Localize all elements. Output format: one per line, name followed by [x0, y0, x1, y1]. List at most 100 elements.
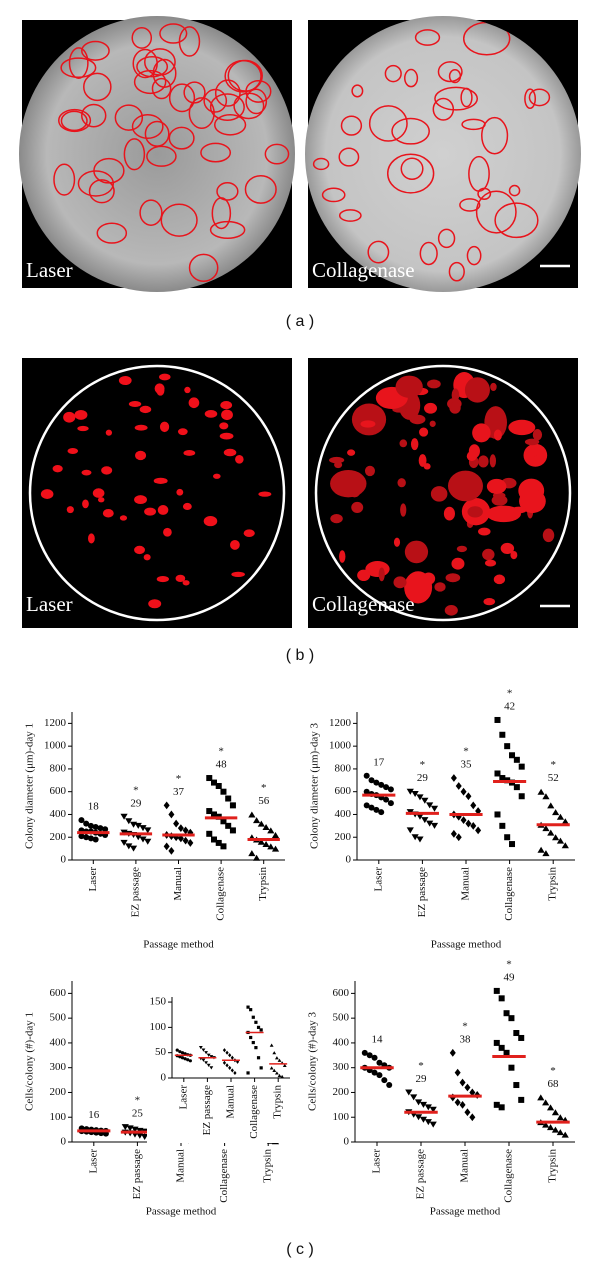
- data-point: [277, 1058, 282, 1062]
- stained-colony: [182, 502, 192, 510]
- colony-outline: [494, 202, 539, 239]
- data-point: [454, 1098, 461, 1107]
- data-point: [125, 818, 133, 825]
- data-point: [277, 1073, 282, 1078]
- data-point: [386, 1082, 393, 1089]
- data-point: [551, 1126, 560, 1133]
- data-point: [198, 1046, 203, 1050]
- stained-colony: [204, 410, 218, 418]
- data-point: [259, 1066, 263, 1070]
- x-tick-label: Trypsin: [547, 1149, 559, 1183]
- stained-colony: [184, 386, 191, 394]
- stained-colony: [258, 491, 272, 497]
- significance-mark: *: [218, 746, 224, 758]
- data-point: [459, 1100, 466, 1109]
- colony-outline: [81, 103, 107, 128]
- stained-colony: [213, 473, 221, 479]
- well: [19, 16, 295, 292]
- x-tick-label: Manual: [175, 1149, 187, 1183]
- data-point: [426, 820, 434, 827]
- data-point: [228, 1053, 232, 1058]
- stained-colony: [40, 489, 54, 500]
- stained-colony: [175, 574, 186, 583]
- stained-colony: [118, 375, 132, 386]
- data-point: [464, 1108, 471, 1117]
- data-point: [134, 834, 142, 841]
- colony-outline: [123, 138, 146, 171]
- y-tick-label: 600: [50, 987, 67, 999]
- data-point: [416, 794, 424, 801]
- data-point: [177, 824, 184, 833]
- data-point: [561, 842, 569, 849]
- data-point: [269, 1066, 274, 1070]
- colony-outline: [461, 118, 486, 131]
- stained-colony: [235, 455, 244, 464]
- stained-colony: [135, 450, 147, 461]
- well: [305, 16, 581, 292]
- data-point: [546, 1124, 555, 1131]
- panel-label: ( a ): [286, 313, 314, 330]
- data-point: [551, 1109, 560, 1116]
- significance-mark: *: [135, 1095, 141, 1107]
- stained-colony: [67, 448, 79, 455]
- colony-outline: [367, 240, 390, 264]
- data-point: [102, 826, 109, 833]
- data-point: [230, 1068, 234, 1073]
- colony-outline: [131, 114, 164, 140]
- data-point: [144, 838, 152, 845]
- data-point: [450, 774, 457, 782]
- y-tick-label: 1000: [329, 740, 352, 752]
- stained-colony: [399, 439, 408, 448]
- stained-colony: [77, 425, 89, 432]
- data-point: [455, 782, 462, 790]
- data-point: [373, 779, 380, 786]
- stained-colony: [357, 569, 371, 582]
- data-point: [383, 796, 390, 803]
- x-tick-label: Collagenase: [218, 1149, 230, 1203]
- data-point: [254, 1046, 258, 1050]
- colony-outline: [437, 228, 456, 249]
- y-tick-label: 0: [161, 1072, 167, 1084]
- data-point: [204, 1061, 209, 1065]
- data-point: [454, 1068, 461, 1077]
- y-tick-label: 200: [335, 831, 352, 843]
- colony-outline: [351, 84, 364, 98]
- data-point: [201, 1048, 206, 1052]
- stained-colony: [159, 373, 171, 381]
- data-point: [267, 827, 275, 834]
- count-label: 14: [372, 1033, 384, 1045]
- stained-colony: [519, 489, 546, 514]
- data-point: [460, 787, 467, 796]
- stained-colony: [397, 478, 406, 488]
- data-point: [542, 850, 550, 857]
- stained-colony: [490, 382, 497, 392]
- data-point: [256, 1025, 261, 1029]
- data-point: [518, 1096, 525, 1103]
- y-axis-label: Cells/colony (#)-day 3: [307, 1012, 319, 1111]
- data-point: [251, 1040, 255, 1045]
- image-caption: Laser: [26, 258, 73, 282]
- stained-colony: [410, 438, 419, 451]
- stained-colony: [493, 574, 506, 585]
- data-point: [222, 1048, 227, 1053]
- colony-outline: [391, 117, 430, 145]
- colony-outline: [233, 92, 265, 120]
- stained-colony: [430, 486, 448, 502]
- colony-outline: [183, 81, 206, 104]
- data-point: [475, 826, 482, 835]
- data-point: [211, 811, 217, 818]
- data-point: [97, 825, 104, 832]
- data-point: [513, 756, 520, 763]
- data-point: [373, 806, 380, 813]
- x-tick-label: EZ passage: [416, 867, 428, 918]
- data-point: [222, 1060, 227, 1065]
- colony-outline: [60, 110, 88, 132]
- data-point: [249, 1035, 253, 1040]
- stained-colony: [483, 598, 496, 606]
- data-point: [215, 839, 222, 846]
- stained-colony: [102, 508, 114, 518]
- count-label: 52: [548, 772, 559, 784]
- colony-outline: [264, 143, 290, 165]
- colony-outline: [386, 153, 435, 194]
- data-point: [366, 1052, 373, 1059]
